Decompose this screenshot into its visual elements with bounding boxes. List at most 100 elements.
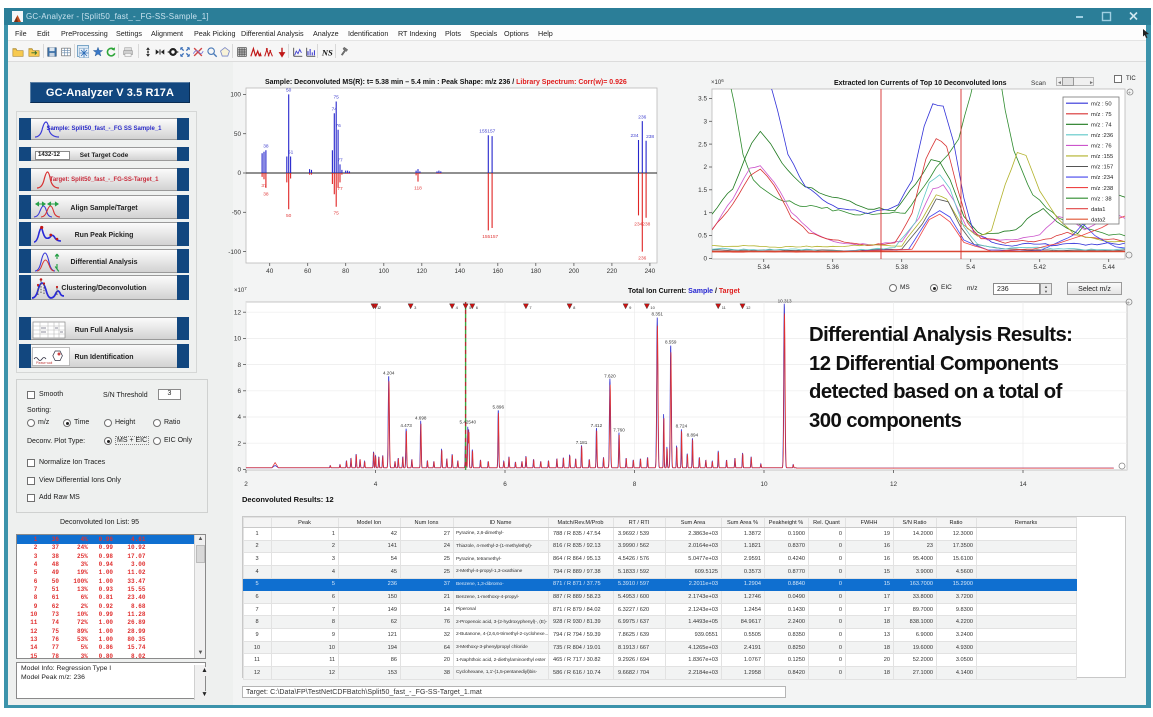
svg-text:4.204: 4.204 — [383, 370, 395, 375]
svg-text:-100: -100 — [228, 249, 241, 256]
svg-text:238: 238 — [646, 134, 654, 140]
svg-text:38: 38 — [263, 192, 269, 198]
svg-text:2: 2 — [244, 481, 248, 488]
svg-text:m/z :155: m/z :155 — [1091, 154, 1113, 160]
svg-text:4: 4 — [374, 481, 378, 488]
svg-text:76: 76 — [335, 123, 341, 129]
svg-text:m/z :234: m/z :234 — [1091, 175, 1114, 181]
svg-text:3: 3 — [414, 305, 417, 310]
svg-text:12: 12 — [746, 305, 751, 310]
svg-text:4: 4 — [237, 414, 241, 421]
svg-text:50: 50 — [234, 131, 242, 138]
svg-text:236: 236 — [638, 114, 646, 120]
svg-text:120: 120 — [416, 268, 427, 275]
svg-text:100: 100 — [230, 92, 241, 99]
svg-text:40: 40 — [266, 268, 274, 275]
svg-text:11: 11 — [722, 305, 727, 310]
svg-text:7.620: 7.620 — [604, 374, 616, 379]
svg-text:0: 0 — [237, 170, 241, 177]
svg-text:2.5: 2.5 — [698, 141, 707, 148]
svg-text:12: 12 — [234, 309, 242, 316]
svg-text:5.36: 5.36 — [826, 264, 839, 271]
svg-text:m/z :236: m/z :236 — [1091, 133, 1113, 139]
svg-text:8.894: 8.894 — [687, 433, 699, 438]
svg-text:+: + — [1128, 91, 1131, 97]
svg-text:234: 234 — [630, 133, 638, 139]
svg-text:155157: 155157 — [479, 129, 495, 135]
svg-text:1: 1 — [703, 210, 707, 217]
svg-text:2: 2 — [703, 164, 707, 171]
svg-text:234238: 234238 — [634, 222, 650, 228]
svg-text:2: 2 — [237, 440, 241, 447]
svg-text:6: 6 — [237, 388, 241, 395]
svg-text:10: 10 — [760, 481, 768, 488]
svg-text:data1: data1 — [1091, 207, 1106, 213]
svg-text:160: 160 — [492, 268, 503, 275]
svg-text:8: 8 — [573, 305, 576, 310]
svg-text:50: 50 — [286, 213, 292, 219]
svg-text:38: 38 — [263, 143, 269, 149]
svg-text:5.42540: 5.42540 — [459, 420, 476, 425]
svg-text:4.698: 4.698 — [415, 416, 427, 421]
svg-text:m/z :238: m/z :238 — [1091, 186, 1113, 192]
svg-text:10.313: 10.313 — [778, 298, 792, 303]
svg-text:140: 140 — [454, 268, 465, 275]
svg-text:9: 9 — [629, 305, 632, 310]
svg-text:8.724: 8.724 — [676, 423, 688, 428]
svg-text:-50: -50 — [232, 210, 242, 217]
svg-text:1: 1 — [377, 305, 380, 310]
svg-text:m/z : 76: m/z : 76 — [1091, 144, 1112, 150]
svg-text:m/z :157: m/z :157 — [1091, 165, 1113, 171]
svg-text:75: 75 — [334, 211, 340, 217]
svg-text:5.34: 5.34 — [757, 264, 770, 271]
svg-text:5: 5 — [469, 305, 472, 310]
svg-text:m/z : 50: m/z : 50 — [1091, 101, 1112, 107]
svg-text:220: 220 — [607, 268, 618, 275]
svg-text:50: 50 — [286, 88, 292, 94]
svg-text:5.38: 5.38 — [895, 264, 908, 271]
svg-text:10: 10 — [650, 305, 655, 310]
svg-text:4: 4 — [456, 305, 459, 310]
svg-text:Please wait: Please wait — [36, 361, 52, 365]
svg-text:8.351: 8.351 — [651, 311, 663, 316]
svg-text:118: 118 — [414, 185, 422, 191]
svg-text:7.760: 7.760 — [613, 427, 625, 432]
svg-text:7: 7 — [529, 305, 532, 310]
svg-text:5.42: 5.42 — [1033, 264, 1046, 271]
svg-text:60: 60 — [304, 268, 312, 275]
svg-text:8: 8 — [633, 481, 637, 488]
svg-text:data2: data2 — [1091, 217, 1106, 223]
svg-text:0: 0 — [703, 256, 707, 263]
svg-text:5.4: 5.4 — [966, 264, 975, 271]
svg-text:100: 100 — [378, 268, 389, 275]
svg-text:6: 6 — [476, 305, 479, 310]
svg-text:6: 6 — [503, 481, 507, 488]
svg-text:74: 74 — [332, 107, 338, 113]
svg-text:77: 77 — [337, 186, 343, 192]
svg-text:8: 8 — [237, 362, 241, 369]
svg-text:×106: ×106 — [711, 78, 724, 86]
svg-text:7.181: 7.181 — [576, 440, 588, 445]
svg-text:180: 180 — [530, 268, 541, 275]
svg-text:5.44: 5.44 — [1102, 264, 1115, 271]
svg-text:10: 10 — [234, 336, 242, 343]
svg-text:37: 37 — [261, 183, 267, 189]
svg-text:m/z : 75: m/z : 75 — [1091, 112, 1112, 118]
svg-text:m/z : 38: m/z : 38 — [1091, 196, 1112, 202]
svg-text:1.5: 1.5 — [698, 187, 707, 194]
svg-text:4.473: 4.473 — [400, 423, 412, 428]
svg-text:7.412: 7.412 — [591, 423, 603, 428]
svg-text:NS: NS — [321, 47, 333, 57]
svg-text:+: + — [1127, 301, 1130, 307]
svg-text:12: 12 — [890, 481, 898, 488]
svg-text:0: 0 — [237, 467, 241, 474]
svg-text:5.896: 5.896 — [493, 404, 505, 409]
svg-text:×107: ×107 — [234, 286, 247, 294]
svg-text:155157: 155157 — [482, 234, 498, 240]
svg-text:14: 14 — [1019, 481, 1027, 488]
svg-text:3: 3 — [703, 119, 707, 126]
svg-text:3.5: 3.5 — [698, 96, 707, 103]
svg-text:2: 2 — [379, 305, 382, 310]
svg-text:m/z : 74: m/z : 74 — [1091, 123, 1112, 129]
svg-text:77: 77 — [337, 158, 343, 164]
